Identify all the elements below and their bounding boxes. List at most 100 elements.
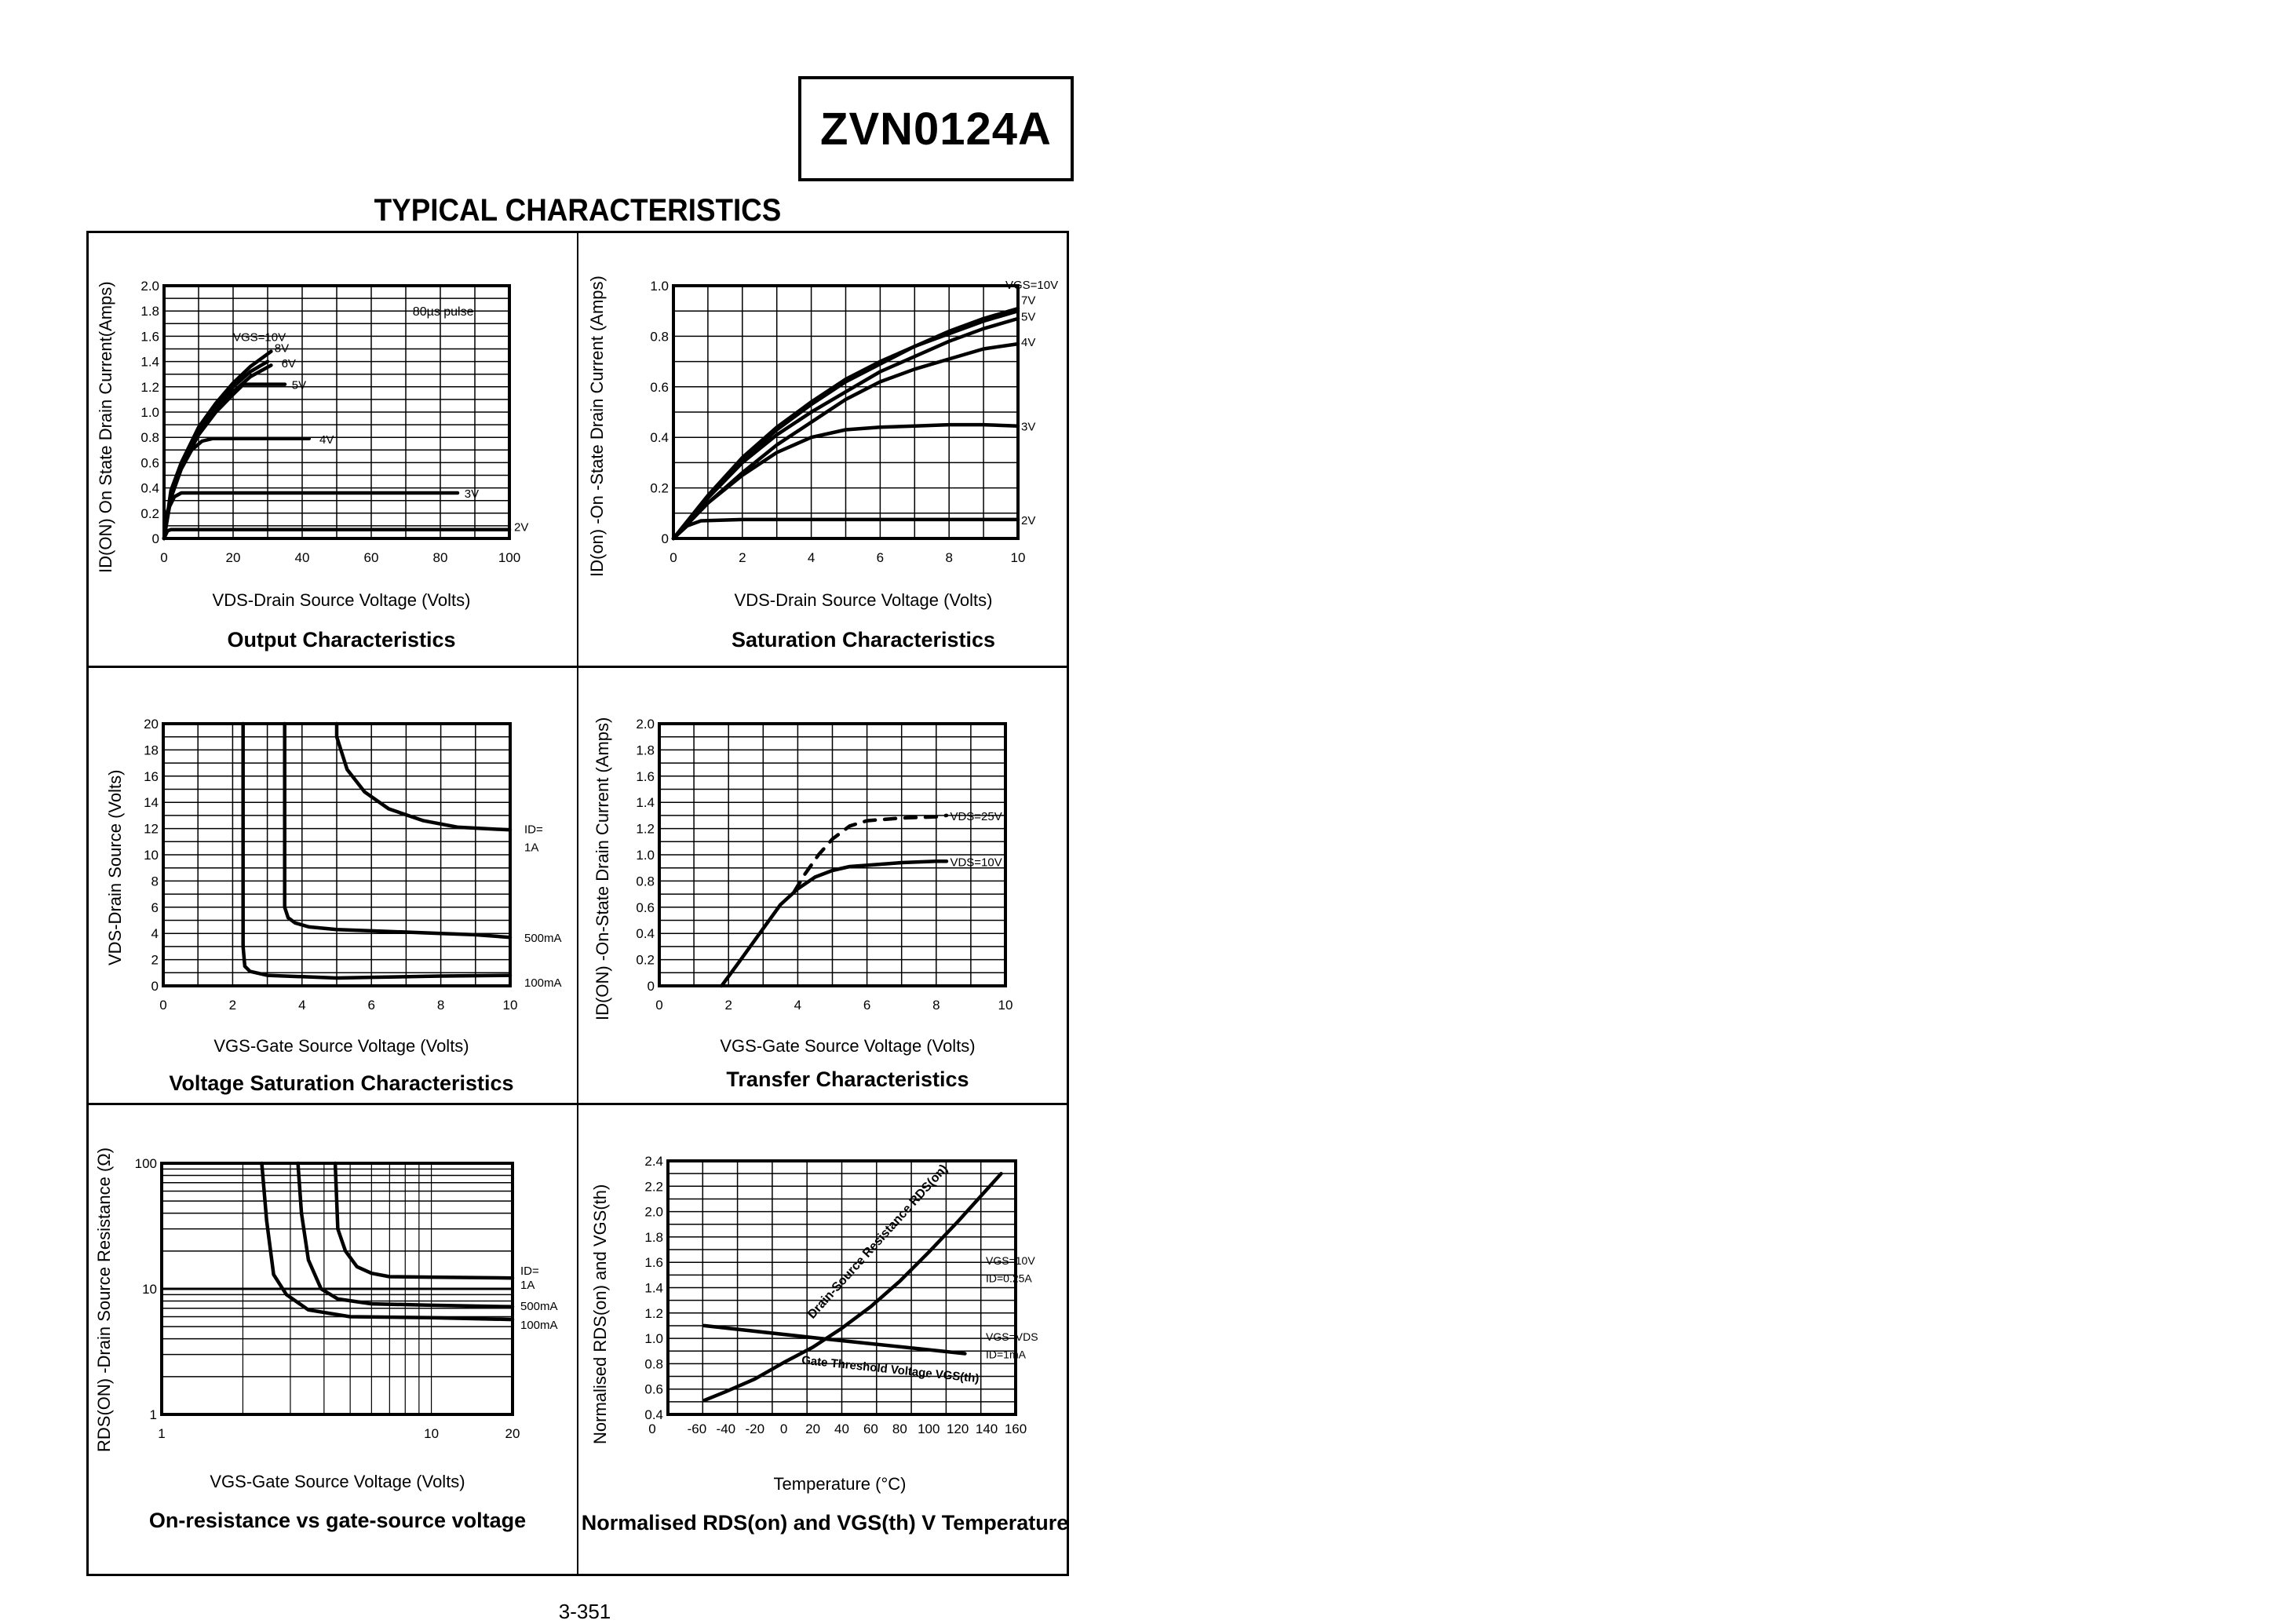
svg-text:-40: -40 (717, 1421, 736, 1436)
svg-text:2.0: 2.0 (636, 717, 655, 732)
curve-label: 5V (1021, 311, 1035, 324)
series-3v (162, 491, 460, 541)
svg-text:160: 160 (1005, 1421, 1027, 1436)
svg-text:0: 0 (151, 979, 159, 994)
svg-text:1.6: 1.6 (644, 1255, 663, 1270)
series-vds-10v (720, 859, 949, 988)
svg-text:0.8: 0.8 (644, 1356, 663, 1371)
tick-labels: 0 0.2 0.4 0.6 0.8 1.0 1.2 1.4 1.6 1.8 2.0 0 20 40 60 80… (140, 279, 520, 565)
svg-text:0: 0 (648, 1421, 655, 1436)
svg-text:0: 0 (160, 550, 167, 565)
svg-text:6: 6 (367, 998, 374, 1013)
svg-text:20: 20 (805, 1421, 820, 1436)
svg-text:10: 10 (998, 998, 1013, 1013)
curve-label: 2V (1021, 514, 1035, 527)
plot-frame (658, 722, 1007, 987)
svg-text:20: 20 (144, 717, 159, 732)
series-100ma (241, 721, 513, 980)
rdson-chart-plot: 1 10 100 1 10 20 ID=1A 500mA 100mA (135, 1156, 558, 1441)
svg-text:1.8: 1.8 (644, 1230, 663, 1245)
plot-frame (162, 284, 511, 540)
page-number: 3-351 (558, 1600, 611, 1623)
svg-text:1.4: 1.4 (140, 355, 159, 370)
curve-label: ID= (524, 823, 543, 836)
svg-text:0: 0 (780, 1421, 787, 1436)
section-title: TYPICAL CHARACTERISTICS (374, 193, 782, 228)
svg-text:0: 0 (655, 998, 662, 1013)
svg-text:1.8: 1.8 (140, 304, 159, 319)
part-number-box: ZVN0124A (798, 76, 1074, 181)
x-axis-label: Temperature (°C) (773, 1474, 907, 1494)
svg-text:4: 4 (808, 550, 815, 565)
chart-title: On-resistance vs gate-source voltage (148, 1509, 527, 1532)
svg-text:1.6: 1.6 (636, 769, 655, 784)
svg-text:8: 8 (151, 874, 159, 889)
svg-text:1.2: 1.2 (636, 822, 655, 837)
svg-text:0: 0 (152, 531, 159, 546)
svg-text:2.4: 2.4 (644, 1154, 663, 1169)
x-axis-label: VGS-Gate Source Voltage (Volts) (213, 1036, 469, 1056)
svg-text:8: 8 (945, 550, 952, 565)
svg-text:2.0: 2.0 (644, 1205, 663, 1220)
curve-label: 5V (292, 379, 306, 392)
svg-text:10: 10 (1011, 550, 1026, 565)
svg-text:6: 6 (877, 550, 884, 565)
svg-text:0.6: 0.6 (650, 380, 669, 395)
svg-text:4: 4 (298, 998, 305, 1013)
svg-text:0.2: 0.2 (140, 506, 159, 521)
series-500ma (283, 721, 513, 940)
curve-label: VDS=10V (950, 856, 1002, 869)
curve-label: VGS=10V (1005, 279, 1058, 292)
curve-label: VGS=10V (986, 1254, 1035, 1267)
series-2v (671, 517, 1020, 541)
svg-text:100: 100 (135, 1156, 157, 1171)
svg-text:2.2: 2.2 (644, 1179, 663, 1194)
svg-text:100: 100 (498, 550, 520, 565)
curve-label: 6V (282, 357, 296, 370)
svg-text:18: 18 (144, 743, 159, 757)
svg-text:1.8: 1.8 (636, 743, 655, 757)
svg-text:20: 20 (226, 550, 241, 565)
series-3v (671, 422, 1020, 541)
curve-label: 100mA (524, 976, 562, 990)
svg-text:2: 2 (724, 998, 732, 1013)
svg-text:2: 2 (229, 998, 236, 1013)
series-100ma (260, 1161, 515, 1322)
svg-text:0.4: 0.4 (650, 430, 669, 445)
series-vds-25v (792, 813, 949, 894)
curve-label: ID=0.25A (986, 1272, 1032, 1285)
svg-text:0: 0 (662, 531, 669, 546)
curve-label: ID=1mA (986, 1348, 1027, 1360)
chart-title: Voltage Saturation Characteristics (169, 1071, 514, 1095)
svg-text:1.6: 1.6 (140, 329, 159, 344)
svg-text:2: 2 (151, 953, 159, 968)
svg-text:140: 140 (976, 1421, 998, 1436)
curve-label: VDS=25V (950, 810, 1002, 823)
svg-text:1: 1 (150, 1407, 157, 1422)
curve-label: 8V (275, 342, 289, 356)
svg-text:6: 6 (863, 998, 870, 1013)
series-4v (162, 436, 312, 541)
curve-label: VGS=10V (233, 330, 286, 344)
svg-text:1.0: 1.0 (140, 405, 159, 420)
curve-label: 3V (1021, 421, 1035, 434)
series-2v (162, 527, 512, 541)
curve-label: ID= (520, 1265, 539, 1278)
saturation-chart-plot: 0 0.2 0.4 0.6 0.8 1.0 0 2 4 6 8 10 VGS=10V 7V 5V 4V 3V 2V (650, 279, 1058, 565)
vsat-chart-plot: 0 2 4 6 8 10 12 14 16 18 20 0 2 4 6 8 10 ID= 1A 500mA 100mA (144, 717, 562, 1013)
svg-text:2: 2 (739, 550, 746, 565)
x-axis-label: VGS-Gate Source Voltage (Volts) (720, 1036, 976, 1056)
x-axis-label: VDS-Drain Source Voltage (Volts) (212, 590, 471, 610)
x-axis-label: VDS-Drain Source Voltage (Volts) (734, 590, 993, 610)
svg-text:1: 1 (158, 1426, 165, 1441)
svg-text:1.4: 1.4 (644, 1281, 663, 1296)
svg-text:6: 6 (151, 900, 159, 915)
tick-labels: 0 0.2 0.4 0.6 0.8 1.0 1.2 1.4 1.6 1.8 2.0 0 2 4 6 8 10 (636, 717, 1012, 1013)
svg-text:8: 8 (932, 998, 940, 1013)
gridlines (659, 724, 1005, 986)
svg-text:0.2: 0.2 (636, 953, 655, 968)
svg-text:0.6: 0.6 (644, 1382, 663, 1397)
svg-text:0: 0 (648, 979, 655, 994)
svg-text:1.0: 1.0 (650, 279, 669, 294)
series-vgs-10v (162, 349, 273, 541)
